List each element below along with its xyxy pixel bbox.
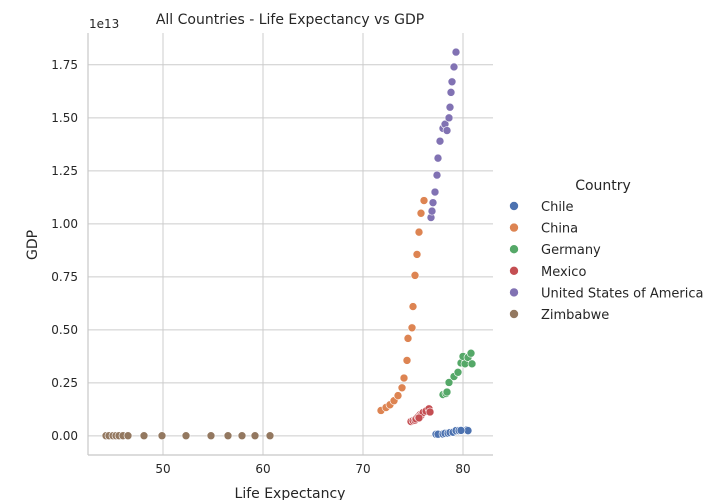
legend-marker (509, 244, 519, 254)
y-tick-label: 1.75 (51, 58, 78, 72)
legend-marker (509, 309, 519, 319)
legend-label: Germany (541, 243, 601, 258)
data-point (451, 47, 461, 57)
y-offset-label: 1e13 (89, 17, 119, 31)
data-point (402, 356, 412, 365)
legend-label: United States of America (541, 286, 703, 301)
data-point (456, 426, 466, 435)
data-point (414, 227, 424, 237)
data-point (399, 373, 409, 383)
data-point (157, 431, 167, 441)
data-points (101, 47, 477, 441)
series-zimbabwe (101, 431, 275, 441)
data-point (447, 77, 457, 87)
legend-marker (509, 265, 519, 276)
y-tick-label: 0.00 (51, 429, 78, 443)
y-axis-title: GDP (25, 230, 41, 260)
series-germany (438, 348, 477, 399)
y-tick-label: 1.25 (51, 164, 78, 178)
legend-marker (509, 201, 519, 211)
data-point (419, 196, 429, 205)
data-point (449, 62, 459, 72)
x-tick-label: 50 (155, 462, 170, 476)
data-point (250, 431, 260, 441)
series-mexico (406, 404, 435, 426)
x-axis-title: Life Expectancy (235, 486, 346, 500)
legend-label: China (541, 222, 578, 237)
grid (88, 33, 493, 455)
data-point (393, 391, 403, 400)
data-point (444, 113, 454, 123)
data-point (435, 136, 445, 146)
legend-marker (509, 222, 519, 233)
legend-label: Chile (541, 200, 574, 215)
data-point (466, 348, 476, 358)
data-point (412, 250, 422, 259)
legend-title: Country (575, 178, 631, 194)
data-point (425, 407, 435, 417)
data-point (442, 126, 452, 135)
data-point (416, 208, 426, 218)
series-china (376, 196, 429, 415)
x-tick-label: 70 (355, 462, 370, 476)
data-point (432, 170, 442, 180)
data-point (410, 271, 420, 280)
data-point (433, 153, 443, 163)
series-chile (431, 425, 473, 439)
data-point (181, 431, 191, 441)
y-tick-label: 0.75 (51, 270, 78, 284)
chart-title: All Countries - Life Expectancy vs GDP (156, 12, 424, 28)
data-point (442, 387, 452, 397)
data-point (407, 323, 417, 333)
data-point (223, 431, 233, 441)
data-point (428, 198, 438, 207)
data-point (444, 378, 454, 387)
x-tick-label: 60 (255, 462, 270, 476)
data-point (445, 102, 455, 112)
legend-label: Zimbabwe (541, 308, 609, 323)
data-point (265, 431, 275, 441)
tick-labels: 50 60 70 80 0.00 0.25 0.50 0.75 1.00 1.25 1.50 1.75 (51, 58, 470, 476)
legend-label: Mexico (541, 265, 586, 280)
data-point (446, 88, 456, 97)
data-point (237, 431, 247, 441)
y-tick-label: 0.25 (51, 376, 78, 390)
data-point (408, 302, 418, 311)
x-tick-label: 80 (455, 462, 470, 476)
data-point (427, 206, 437, 216)
y-tick-label: 1.00 (51, 217, 78, 231)
data-point (453, 367, 463, 377)
data-point (403, 334, 413, 343)
data-point (414, 413, 424, 423)
legend-marker (509, 287, 519, 298)
axes (87, 33, 493, 456)
data-point (123, 431, 133, 441)
data-point (139, 431, 149, 441)
y-tick-label: 1.50 (51, 111, 78, 125)
data-point (397, 383, 407, 393)
y-tick-label: 0.50 (51, 323, 78, 337)
legend: Country Chile China Germany Mexico United St… (509, 178, 703, 323)
data-point (206, 431, 216, 441)
series-united-states-of-america (426, 47, 461, 222)
data-point (467, 359, 477, 369)
data-point (430, 187, 440, 197)
